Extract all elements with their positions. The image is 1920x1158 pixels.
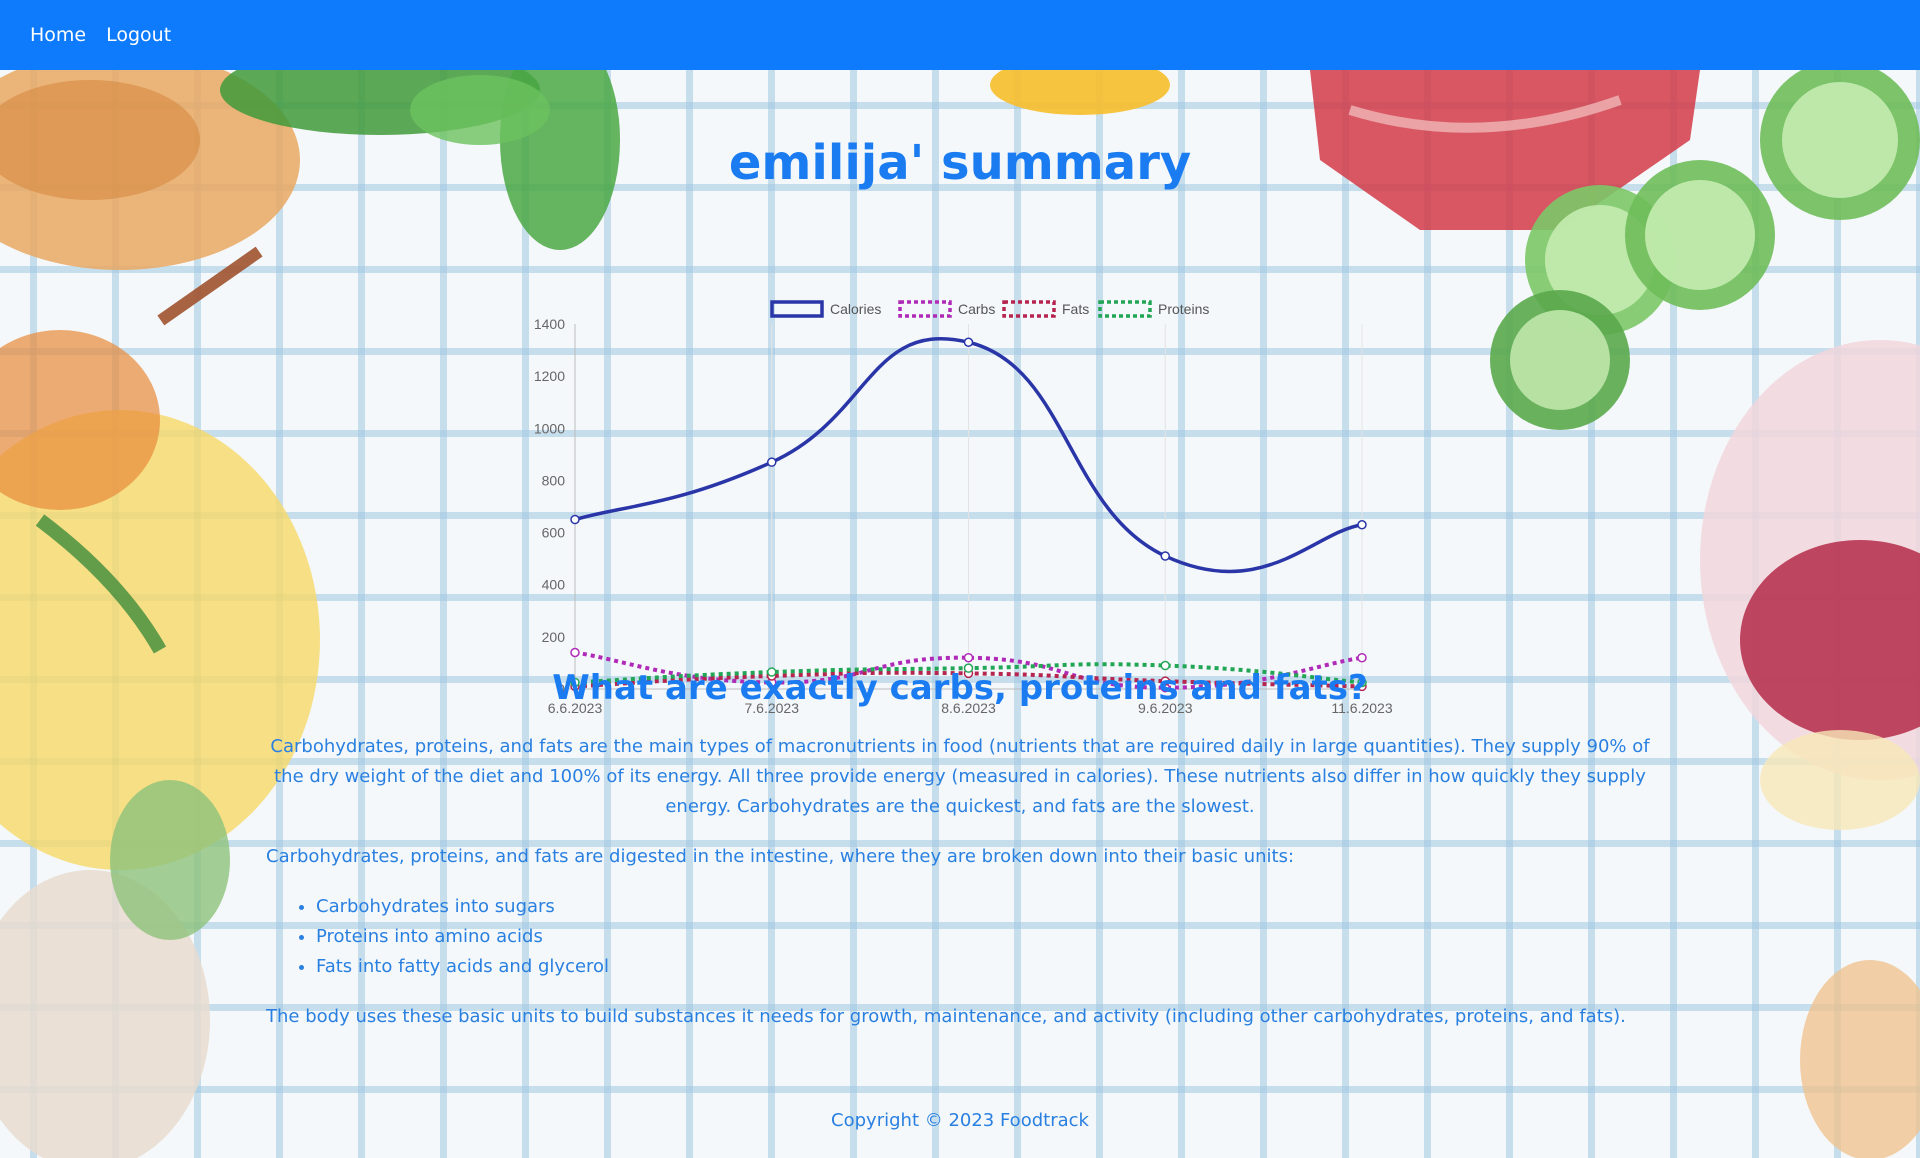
data-point-proteins [570, 677, 580, 688]
chart-y-tick-label: 600 [542, 525, 566, 541]
legend-label-calories: Calories [830, 301, 881, 317]
data-point-carbs [963, 652, 974, 663]
data-point-calories [1160, 551, 1170, 561]
jar-illustration [1800, 960, 1920, 1158]
chart-y-tick-label: 1200 [534, 368, 565, 384]
data-point-fats [1160, 676, 1170, 686]
list-item: Proteins into amino acids [316, 922, 609, 952]
page-title: emilija' summary [728, 135, 1192, 191]
top-navbar: Home Logout [0, 0, 1920, 70]
data-point-proteins [1160, 660, 1170, 671]
list-item: Fats into fatty acids and glycerol [316, 952, 609, 982]
data-point-calories [570, 514, 580, 525]
chart-y-tick-label: 800 [542, 472, 566, 488]
legend-swatch-carbs [898, 300, 952, 318]
nav-logout-link[interactable]: Logout [106, 24, 172, 46]
chart-y-tick-label: 0 [557, 681, 565, 697]
data-point-carbs [1357, 652, 1367, 663]
lemon-illustration [990, 55, 1170, 115]
legend-label-carbs: Carbs [958, 301, 995, 317]
chart-y-tick-label: 200 [542, 629, 566, 645]
macronutrient-list: Carbohydrates into sugars Proteins into … [316, 892, 609, 982]
info-heading: What are exactly carbs, proteins and fat… [552, 668, 1368, 708]
chart-x-tick-label: 6.6.2023 [548, 700, 603, 716]
chart-y-tick-label: 1400 [534, 316, 565, 332]
legend-swatch-calories [770, 300, 824, 318]
legend-label-fats: Fats [1062, 301, 1089, 317]
data-point-calories [767, 457, 777, 467]
radish-illustration [0, 870, 210, 1158]
footer-copyright: Copyright © 2023 Foodtrack [831, 1110, 1089, 1131]
chart-y-tick-label: 1000 [534, 420, 565, 436]
legend-swatch-fats [1002, 300, 1056, 318]
legend-label-proteins: Proteins [1158, 301, 1209, 317]
chart-x-tick-label: 7.6.2023 [745, 700, 800, 716]
chart-x-tick-label: 8.6.2023 [941, 700, 996, 716]
nutrition-line-chart: 0 200 400 600 800 1000 1200 1400 6.6.2023 7.6.202… [534, 300, 1393, 716]
list-item: Carbohydrates into sugars [316, 892, 609, 922]
chart-x-tick-label: 11.6.2023 [1331, 700, 1392, 716]
info-paragraph-3: The body uses these basic units to build… [266, 1006, 1626, 1027]
data-point-calories [963, 337, 974, 347]
legend-swatch-proteins [1098, 300, 1152, 318]
info-paragraph-2: Carbohydrates, proteins, and fats are di… [266, 846, 1295, 867]
chart-x-tick-label: 9.6.2023 [1138, 700, 1193, 716]
nav-home-link[interactable]: Home [30, 24, 87, 46]
data-point-proteins [963, 663, 974, 673]
data-point-proteins [767, 667, 777, 677]
data-point-calories [1357, 520, 1367, 530]
chart-y-tick-label: 400 [542, 577, 566, 593]
info-paragraph-1: Carbohydrates, proteins, and fats are th… [270, 736, 1650, 817]
data-point-carbs [570, 647, 580, 658]
data-point-proteins [1357, 677, 1367, 688]
